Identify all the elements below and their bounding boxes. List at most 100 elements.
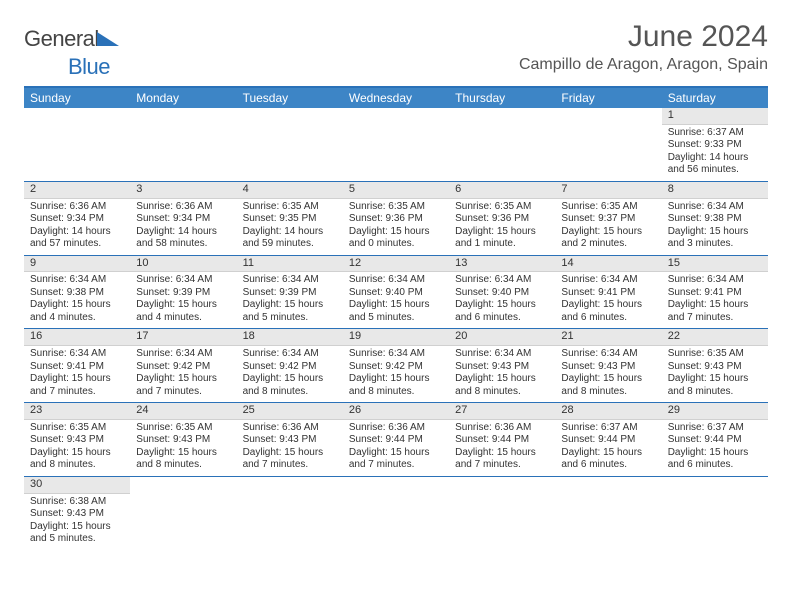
day-cell: 9Sunrise: 6:34 AMSunset: 9:38 PMDaylight… xyxy=(24,256,130,329)
day-number: 4 xyxy=(237,182,343,199)
sunset-text: Sunset: 9:42 PM xyxy=(243,361,337,374)
day-number: 24 xyxy=(130,403,236,420)
day-number: 19 xyxy=(343,329,449,346)
day-body: Sunrise: 6:36 AMSunset: 9:34 PMDaylight:… xyxy=(24,199,130,255)
day-body: Sunrise: 6:38 AMSunset: 9:43 PMDaylight:… xyxy=(24,494,130,550)
day-cell xyxy=(662,477,768,550)
day-number: 20 xyxy=(449,329,555,346)
daylight-text: Daylight: 15 hours and 7 minutes. xyxy=(668,299,762,324)
daylight-text: Daylight: 15 hours and 8 minutes. xyxy=(349,373,443,398)
sunset-text: Sunset: 9:36 PM xyxy=(349,213,443,226)
day-body: Sunrise: 6:35 AMSunset: 9:36 PMDaylight:… xyxy=(343,199,449,255)
day-cell: 13Sunrise: 6:34 AMSunset: 9:40 PMDayligh… xyxy=(449,256,555,329)
day-body: Sunrise: 6:34 AMSunset: 9:39 PMDaylight:… xyxy=(130,272,236,328)
daylight-text: Daylight: 14 hours and 57 minutes. xyxy=(30,226,124,251)
sunrise-text: Sunrise: 6:35 AM xyxy=(455,201,549,214)
day-body: Sunrise: 6:34 AMSunset: 9:39 PMDaylight:… xyxy=(237,272,343,328)
title-block: June 2024 Campillo de Aragon, Aragon, Sp… xyxy=(519,20,768,74)
day-number: 11 xyxy=(237,256,343,273)
sunrise-text: Sunrise: 6:36 AM xyxy=(136,201,230,214)
day-number: 30 xyxy=(24,477,130,494)
day-cell xyxy=(130,477,236,550)
day-header: Monday xyxy=(130,88,236,108)
day-cell: 28Sunrise: 6:37 AMSunset: 9:44 PMDayligh… xyxy=(555,403,661,476)
sunrise-text: Sunrise: 6:34 AM xyxy=(455,274,549,287)
day-body: Sunrise: 6:35 AMSunset: 9:43 PMDaylight:… xyxy=(130,420,236,476)
week-row: 30Sunrise: 6:38 AMSunset: 9:43 PMDayligh… xyxy=(24,477,768,550)
day-body: Sunrise: 6:34 AMSunset: 9:40 PMDaylight:… xyxy=(343,272,449,328)
day-cell: 11Sunrise: 6:34 AMSunset: 9:39 PMDayligh… xyxy=(237,256,343,329)
sunrise-text: Sunrise: 6:36 AM xyxy=(243,422,337,435)
daylight-text: Daylight: 15 hours and 7 minutes. xyxy=(30,373,124,398)
week-row: 16Sunrise: 6:34 AMSunset: 9:41 PMDayligh… xyxy=(24,329,768,403)
day-cell: 2Sunrise: 6:36 AMSunset: 9:34 PMDaylight… xyxy=(24,182,130,255)
sunset-text: Sunset: 9:35 PM xyxy=(243,213,337,226)
sunrise-text: Sunrise: 6:34 AM xyxy=(668,274,762,287)
daylight-text: Daylight: 15 hours and 8 minutes. xyxy=(243,373,337,398)
day-body: Sunrise: 6:34 AMSunset: 9:38 PMDaylight:… xyxy=(24,272,130,328)
day-body: Sunrise: 6:34 AMSunset: 9:41 PMDaylight:… xyxy=(555,272,661,328)
day-number: 22 xyxy=(662,329,768,346)
day-number: 7 xyxy=(555,182,661,199)
day-cell: 27Sunrise: 6:36 AMSunset: 9:44 PMDayligh… xyxy=(449,403,555,476)
daylight-text: Daylight: 15 hours and 0 minutes. xyxy=(349,226,443,251)
daylight-text: Daylight: 15 hours and 6 minutes. xyxy=(455,299,549,324)
day-cell xyxy=(555,477,661,550)
daylight-text: Daylight: 15 hours and 4 minutes. xyxy=(136,299,230,324)
sunrise-text: Sunrise: 6:34 AM xyxy=(561,348,655,361)
day-cell: 30Sunrise: 6:38 AMSunset: 9:43 PMDayligh… xyxy=(24,477,130,550)
day-body: Sunrise: 6:36 AMSunset: 9:44 PMDaylight:… xyxy=(449,420,555,476)
day-number: 2 xyxy=(24,182,130,199)
daylight-text: Daylight: 15 hours and 7 minutes. xyxy=(455,447,549,472)
day-body: Sunrise: 6:34 AMSunset: 9:38 PMDaylight:… xyxy=(662,199,768,255)
day-number: 12 xyxy=(343,256,449,273)
day-number: 1 xyxy=(662,108,768,125)
day-body: Sunrise: 6:34 AMSunset: 9:41 PMDaylight:… xyxy=(24,346,130,402)
day-cell: 21Sunrise: 6:34 AMSunset: 9:43 PMDayligh… xyxy=(555,329,661,402)
day-body: Sunrise: 6:36 AMSunset: 9:44 PMDaylight:… xyxy=(343,420,449,476)
day-cell: 17Sunrise: 6:34 AMSunset: 9:42 PMDayligh… xyxy=(130,329,236,402)
day-number: 10 xyxy=(130,256,236,273)
day-number: 25 xyxy=(237,403,343,420)
day-number: 14 xyxy=(555,256,661,273)
sunrise-text: Sunrise: 6:35 AM xyxy=(668,348,762,361)
sunset-text: Sunset: 9:43 PM xyxy=(668,361,762,374)
day-body: Sunrise: 6:34 AMSunset: 9:41 PMDaylight:… xyxy=(662,272,768,328)
logo-text-blue: Blue xyxy=(68,54,110,79)
sunset-text: Sunset: 9:41 PM xyxy=(30,361,124,374)
sunrise-text: Sunrise: 6:36 AM xyxy=(30,201,124,214)
logo-text-general: General xyxy=(24,26,99,51)
day-number: 3 xyxy=(130,182,236,199)
day-header: Saturday xyxy=(662,88,768,108)
day-cell xyxy=(237,108,343,181)
week-row: 23Sunrise: 6:35 AMSunset: 9:43 PMDayligh… xyxy=(24,403,768,477)
sunset-text: Sunset: 9:37 PM xyxy=(561,213,655,226)
day-cell: 15Sunrise: 6:34 AMSunset: 9:41 PMDayligh… xyxy=(662,256,768,329)
sunrise-text: Sunrise: 6:34 AM xyxy=(243,274,337,287)
daylight-text: Daylight: 15 hours and 5 minutes. xyxy=(349,299,443,324)
day-header: Sunday xyxy=(24,88,130,108)
day-body: Sunrise: 6:34 AMSunset: 9:43 PMDaylight:… xyxy=(449,346,555,402)
day-cell xyxy=(343,108,449,181)
day-body: Sunrise: 6:35 AMSunset: 9:37 PMDaylight:… xyxy=(555,199,661,255)
daylight-text: Daylight: 15 hours and 6 minutes. xyxy=(668,447,762,472)
weeks-container: 1Sunrise: 6:37 AMSunset: 9:33 PMDaylight… xyxy=(24,108,768,550)
day-cell: 22Sunrise: 6:35 AMSunset: 9:43 PMDayligh… xyxy=(662,329,768,402)
sunset-text: Sunset: 9:43 PM xyxy=(561,361,655,374)
week-row: 2Sunrise: 6:36 AMSunset: 9:34 PMDaylight… xyxy=(24,182,768,256)
sunrise-text: Sunrise: 6:37 AM xyxy=(668,422,762,435)
logo-triangle-icon xyxy=(97,26,119,52)
week-row: 1Sunrise: 6:37 AMSunset: 9:33 PMDaylight… xyxy=(24,108,768,182)
sunrise-text: Sunrise: 6:37 AM xyxy=(561,422,655,435)
sunset-text: Sunset: 9:34 PM xyxy=(30,213,124,226)
sunrise-text: Sunrise: 6:34 AM xyxy=(136,274,230,287)
logo: General Blue xyxy=(24,26,119,80)
day-cell xyxy=(343,477,449,550)
sunrise-text: Sunrise: 6:37 AM xyxy=(668,127,762,140)
daylight-text: Daylight: 15 hours and 1 minute. xyxy=(455,226,549,251)
daylight-text: Daylight: 15 hours and 5 minutes. xyxy=(30,521,124,546)
header: General Blue June 2024 Campillo de Arago… xyxy=(24,20,768,80)
sunset-text: Sunset: 9:39 PM xyxy=(243,287,337,300)
week-row: 9Sunrise: 6:34 AMSunset: 9:38 PMDaylight… xyxy=(24,256,768,330)
day-cell xyxy=(449,108,555,181)
